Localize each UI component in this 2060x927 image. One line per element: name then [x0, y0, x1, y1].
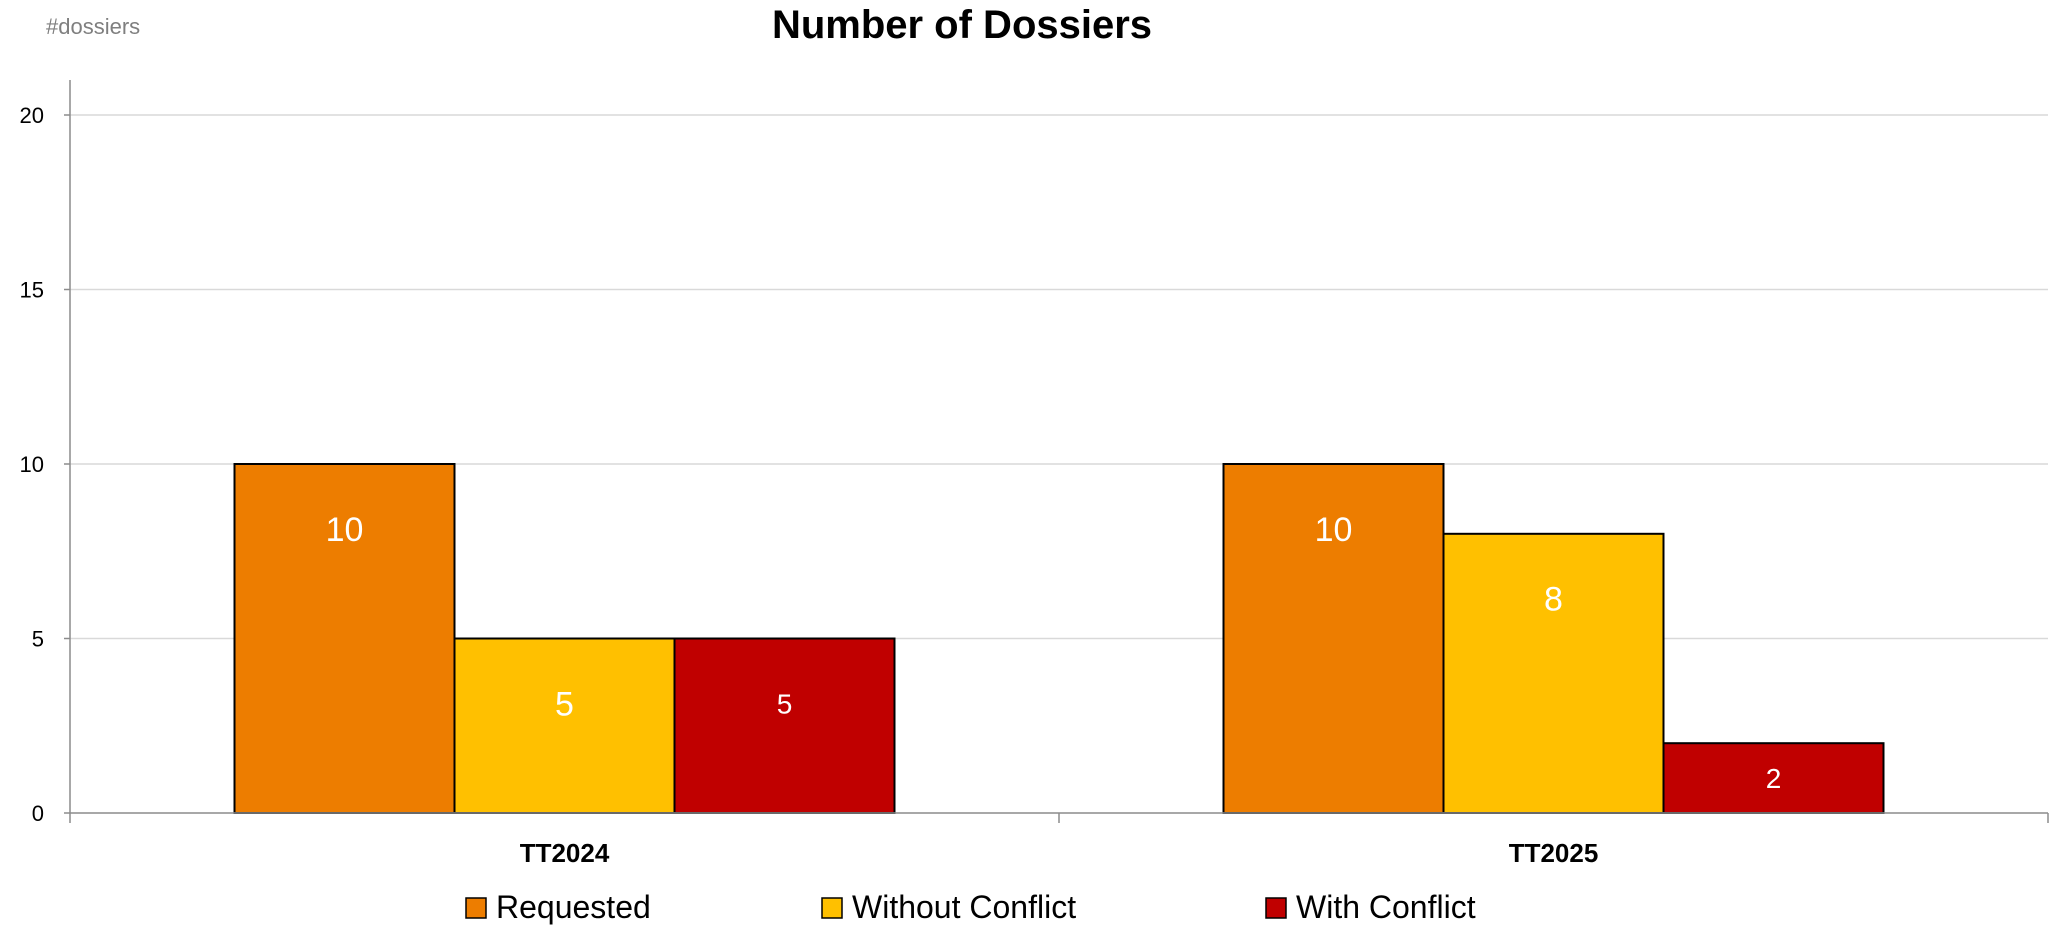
bar [673, 637, 896, 814]
legend-swatch [821, 897, 843, 919]
y-tick-label: 10 [20, 452, 44, 477]
data-label: 5 [777, 688, 793, 719]
y-tick-label: 20 [20, 103, 44, 128]
data-labels: 10 5 5 10 8 2 [326, 511, 1782, 794]
y-tick-label: 5 [32, 627, 44, 652]
chart-title: Number of Dossiers [772, 3, 1152, 47]
legend-label: With Conflict [1296, 889, 1476, 925]
bar [1662, 742, 1885, 815]
legend-swatch [1265, 897, 1287, 919]
data-label: 8 [1544, 581, 1563, 619]
bar [1442, 532, 1665, 814]
y-tick-label: 15 [20, 278, 44, 303]
legend: Requested Without Conflict With Conflict [465, 889, 1476, 925]
bars [233, 463, 1885, 815]
y-tick-label: 0 [32, 801, 44, 826]
y-axis-label: #dossiers [46, 14, 140, 39]
x-tick-label: TT2025 [1509, 838, 1599, 868]
axes: 0 5 10 15 20 TT2024 TT2025 [20, 80, 2049, 868]
data-label: 10 [1315, 511, 1353, 549]
bar [453, 637, 676, 814]
data-label: 10 [326, 511, 364, 549]
legend-label: Requested [496, 889, 651, 925]
data-label: 5 [555, 685, 574, 723]
legend-label: Without Conflict [852, 889, 1076, 925]
data-label: 2 [1766, 763, 1782, 794]
legend-swatch [465, 897, 487, 919]
bar [233, 463, 456, 814]
x-tick-label: TT2024 [520, 838, 610, 868]
bar [1222, 463, 1445, 814]
